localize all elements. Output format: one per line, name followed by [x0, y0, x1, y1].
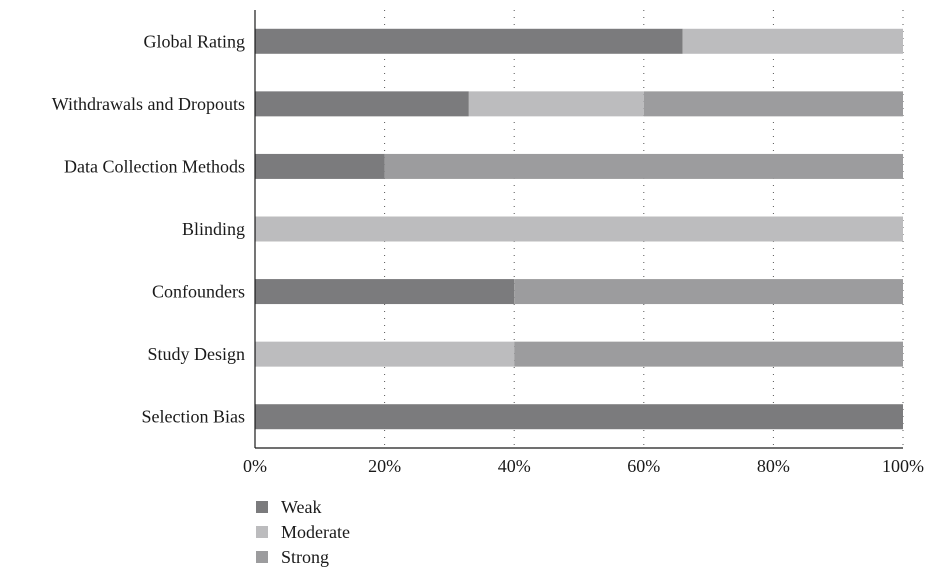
bar-data-collection-methods-weak	[255, 153, 385, 179]
x-tick-80: 80%	[757, 456, 790, 476]
bar-confounders-strong	[514, 279, 903, 305]
bar-confounders-weak	[255, 279, 515, 305]
bar-study-design-moderate	[255, 341, 515, 367]
legend-label-strong: Strong	[281, 547, 329, 567]
bar-data-collection-methods-strong	[384, 153, 904, 179]
category-label-confounders: Confounders	[152, 282, 245, 302]
bar-withdrawals-and-dropouts-strong	[643, 91, 903, 117]
category-label-data-collection-methods: Data Collection Methods	[64, 156, 245, 176]
bar-selection-bias-weak	[255, 404, 903, 430]
bar-global-rating-weak	[255, 28, 683, 54]
category-label-global-rating: Global Rating	[144, 31, 246, 51]
x-tick-0: 0%	[243, 456, 267, 476]
legend-label-weak: Weak	[281, 497, 322, 517]
bar-withdrawals-and-dropouts-weak	[255, 91, 469, 117]
category-label-blinding: Blinding	[182, 219, 245, 239]
legend: Weak Moderate Strong	[256, 497, 350, 567]
legend-label-moderate: Moderate	[281, 522, 350, 542]
category-label-study-design: Study Design	[147, 344, 245, 364]
category-label-withdrawals-and-dropouts: Withdrawals and Dropouts	[52, 94, 245, 114]
legend-swatch-strong	[256, 551, 268, 563]
x-tick-labels: 0% 20% 40% 60% 80% 100%	[243, 456, 924, 476]
legend-swatch-weak	[256, 501, 268, 513]
x-tick-60: 60%	[627, 456, 660, 476]
x-tick-40: 40%	[498, 456, 531, 476]
x-tick-20: 20%	[368, 456, 401, 476]
bar-blinding-moderate	[255, 216, 903, 242]
category-label-selection-bias: Selection Bias	[142, 407, 245, 427]
bars	[255, 28, 904, 430]
category-labels: Global Rating Withdrawals and Dropouts Dat…	[52, 31, 245, 426]
bar-withdrawals-and-dropouts-moderate	[468, 91, 644, 117]
bar-global-rating-moderate	[682, 28, 903, 54]
legend-swatch-moderate	[256, 526, 268, 538]
bar-study-design-strong	[514, 341, 903, 367]
axes	[254, 10, 903, 449]
x-tick-100: 100%	[882, 456, 924, 476]
